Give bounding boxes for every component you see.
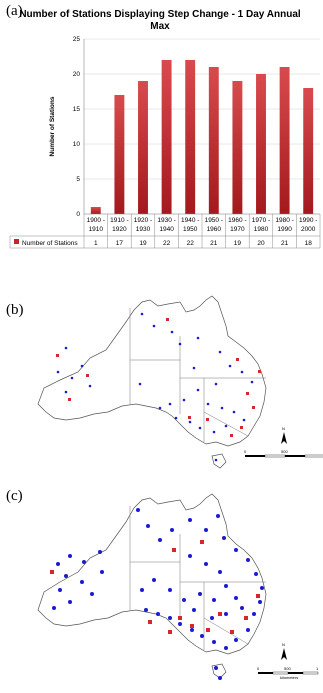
svg-text:0: 0 xyxy=(257,666,260,671)
chart-title-line-2: Max xyxy=(150,21,170,32)
x-tick-label-line-1: 1900 - xyxy=(87,217,105,224)
x-tick-label-line-2: 1980 xyxy=(254,226,269,233)
north-arrow-c: N xyxy=(281,642,287,660)
panel-label-a: (a) xyxy=(6,3,23,19)
bar xyxy=(208,67,219,214)
x-tick-label-line-1: 1980 - xyxy=(275,217,293,224)
station-markers xyxy=(56,312,254,462)
station-map-b: N 0 500 1 xyxy=(37,295,323,469)
bar xyxy=(256,74,266,214)
x-tick-label-line-2: 1970 xyxy=(230,226,245,233)
y-tick-label: 25 xyxy=(73,36,81,43)
data-table-value: 22 xyxy=(163,240,171,247)
state-borders xyxy=(129,506,266,650)
y-tick-label: 10 xyxy=(73,141,81,148)
step-change-bar-chart: Number of Stations Displaying Step Chang… xyxy=(9,9,321,249)
legend-series-name: Number of Stations xyxy=(22,240,78,247)
x-tick-label-line-2: 2000 xyxy=(301,226,316,233)
y-tick-label: 20 xyxy=(73,71,81,78)
x-tick-label-line-2: 1990 xyxy=(277,226,292,233)
station-markers xyxy=(52,508,264,680)
chart-title-line-1: Number of Stations Displaying Step Chang… xyxy=(19,9,301,20)
state-borders xyxy=(129,308,266,442)
step-change-markers xyxy=(50,540,260,634)
scale-bar-c: 0 500 1 kilometers xyxy=(257,666,319,680)
bar xyxy=(161,60,172,214)
bar xyxy=(279,67,290,214)
x-tick-label-line-1: 1950 - xyxy=(205,217,223,224)
data-table-value: 1 xyxy=(94,240,98,247)
bar xyxy=(114,95,125,214)
y-axis-label: Number of Stations xyxy=(49,96,56,156)
y-tick-label: 5 xyxy=(76,176,80,183)
x-tick-label-line-1: 1960 - xyxy=(228,217,246,224)
x-tick-label-line-2: 1930 xyxy=(136,226,151,233)
station-map-c: N 0 500 1 kilometers xyxy=(37,493,319,680)
y-tick-label: 15 xyxy=(73,106,81,113)
data-table-value: 19 xyxy=(139,240,147,247)
data-table-value: 22 xyxy=(187,240,195,247)
data-table-value: 17 xyxy=(116,240,124,247)
x-tick-label-line-2: 1960 xyxy=(207,226,222,233)
svg-text:N: N xyxy=(282,426,285,431)
scale-bar-b: 0 500 1 xyxy=(244,449,323,458)
data-table-value: 19 xyxy=(234,240,242,247)
svg-text:0: 0 xyxy=(244,449,247,454)
australia-outline xyxy=(37,493,267,679)
x-tick-label-line-1: 1930 - xyxy=(157,217,175,224)
svg-text:500: 500 xyxy=(284,666,291,671)
x-tick-label-line-1: 1940 - xyxy=(181,217,199,224)
data-table-value: 18 xyxy=(305,240,313,247)
svg-text:N: N xyxy=(282,642,285,647)
bar xyxy=(90,207,101,214)
panel-label-c: (c) xyxy=(6,488,23,504)
x-tick-label-line-1: 1920 - xyxy=(134,217,152,224)
north-arrow-b: N xyxy=(281,426,287,444)
x-tick-label-line-2: 1950 xyxy=(183,226,198,233)
x-tick-label-line-2: 1920 xyxy=(112,226,127,233)
y-tick-label: 0 xyxy=(76,211,80,218)
x-tick-label-line-1: 1970 - xyxy=(252,217,270,224)
bar xyxy=(232,81,243,214)
x-tick-label-line-2: 1910 xyxy=(89,226,104,233)
panel-label-b: (b) xyxy=(6,302,24,318)
svg-text:500: 500 xyxy=(281,449,288,454)
data-table-value: 20 xyxy=(257,240,265,247)
step-change-markers xyxy=(56,318,261,437)
legend-swatch xyxy=(14,239,19,244)
bar xyxy=(303,88,314,214)
data-table-value: 21 xyxy=(210,240,218,247)
x-tick-label-line-1: 1910 - xyxy=(110,217,128,224)
bar xyxy=(138,81,148,214)
x-tick-label-line-1: 1990 - xyxy=(299,217,317,224)
x-tick-label-line-2: 1940 xyxy=(159,226,174,233)
svg-text:kilometers: kilometers xyxy=(280,675,298,680)
data-table-value: 21 xyxy=(281,240,289,247)
bar xyxy=(185,60,196,214)
australia-outline xyxy=(37,295,267,469)
svg-text:1: 1 xyxy=(316,666,319,671)
